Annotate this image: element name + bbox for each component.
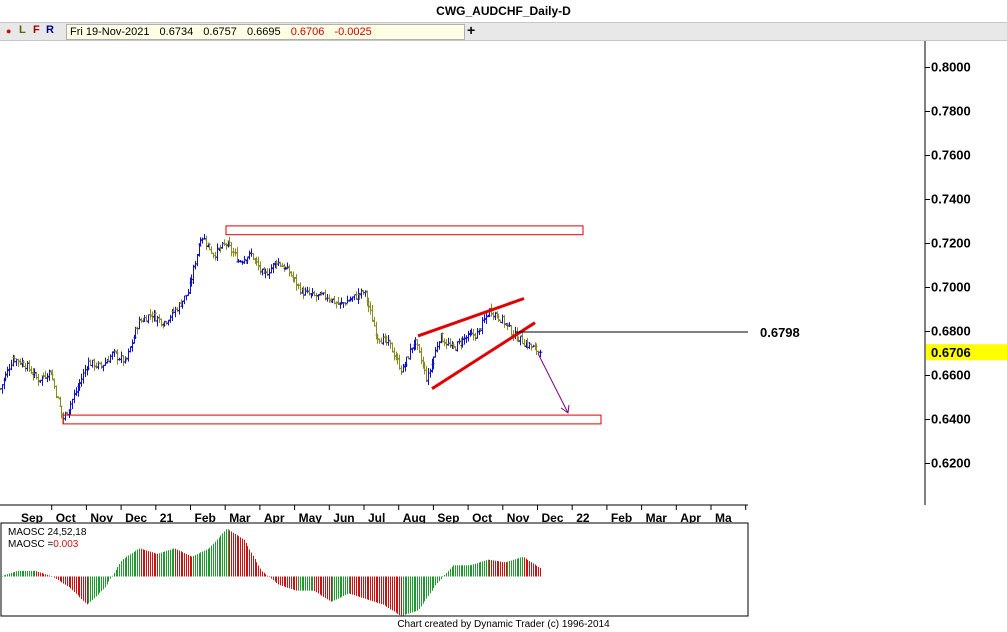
x-tick-label: Mar: [646, 511, 668, 525]
x-tick-label: Sep: [437, 511, 459, 525]
x-tick-label: Jul: [368, 511, 385, 525]
x-tick-label: May: [299, 511, 323, 525]
quote-change: -0.0025: [334, 26, 372, 38]
quote-open: 0.6734: [159, 26, 194, 38]
maosc-value-prefix: MAOSC =: [8, 539, 53, 550]
status-dot-icon: ●: [6, 26, 12, 36]
maosc-frame: [0, 522, 749, 617]
quote-readout: Fri 19-Nov-2021 0.6734 0.6757 0.6695 0.6…: [66, 24, 465, 40]
y-tick-label: 0.6200: [931, 456, 971, 471]
level-label: 0.6798: [760, 325, 800, 340]
add-icon[interactable]: +: [467, 22, 476, 38]
f-button[interactable]: F: [33, 24, 40, 36]
annotations: 0.6798: [62, 225, 800, 425]
x-tick-label: Apr: [680, 511, 701, 525]
price-axis-frame: [0, 41, 926, 506]
x-tick-label: Oct: [472, 511, 492, 525]
projection-arrowhead: [560, 404, 570, 414]
price-bars: [0, 234, 543, 425]
maosc-value-label: MAOSC =0.003: [8, 539, 79, 550]
y-tick-label: 0.7400: [931, 192, 971, 207]
l-button[interactable]: L: [19, 24, 26, 36]
y-tick-label: 0.7800: [931, 104, 971, 119]
x-tick-label: Mar: [229, 511, 251, 525]
x-tick-label: Aug: [403, 511, 426, 525]
x-tick-label: Nov: [90, 511, 113, 525]
toolbar: ● L F R Fri 19-Nov-2021 0.6734 0.6757 0.…: [0, 22, 1007, 41]
support-zone-box: [62, 414, 602, 425]
y-tick-label: 0.7200: [931, 236, 971, 251]
y-axis: 0.8000 0.7800 0.7600 0.7400 0.7200 0.7000 0.68…: [925, 60, 1007, 471]
maosc-title: MAOSC 24,52,18: [8, 527, 87, 538]
quote-low: 0.6695: [246, 26, 281, 38]
x-tick-label: Oct: [56, 511, 76, 525]
x-tick-label: 21: [160, 511, 174, 525]
x-tick-label: Feb: [611, 511, 632, 525]
upper-trendline: [417, 297, 525, 338]
credit-footer: Chart created by Dynamic Trader (c) 1996…: [397, 619, 610, 630]
y-tick-label: 0.7000: [931, 280, 971, 295]
x-tick-label: Jun: [333, 511, 354, 525]
last-price-tag: [926, 344, 1007, 361]
last-price-label: 0.6706: [931, 345, 971, 360]
y-tick-label: 0.7600: [931, 148, 971, 163]
resistance-zone-box: [225, 225, 584, 236]
x-tick-label: Dec: [125, 511, 147, 525]
x-tick-label: Dec: [542, 511, 564, 525]
r-button[interactable]: R: [46, 24, 54, 36]
y-tick-label: 0.6600: [931, 368, 971, 383]
projection-arrow: [537, 353, 569, 414]
maosc-value: 0.003: [53, 539, 78, 550]
y-tick-label: 0.6800: [931, 324, 971, 339]
x-tick-label: Sep: [21, 511, 43, 525]
y-tick-label: 0.6400: [931, 412, 971, 427]
quote-date: Fri 19-Nov-2021: [70, 26, 150, 38]
quote-close: 0.6706: [290, 26, 325, 38]
quote-high: 0.6757: [203, 26, 237, 38]
x-tick-label: Feb: [195, 511, 216, 525]
lower-trendline: [431, 321, 536, 390]
x-axis: Sep Oct Nov Dec 21 Feb Mar Apr May Jun Jul Aug Sep Oc…: [21, 505, 747, 525]
x-tick-label: Apr: [264, 511, 285, 525]
x-tick-label: Nov: [507, 511, 530, 525]
x-tick-label: Ma: [715, 511, 732, 525]
chart-title: CWG_AUDCHF_Daily-D: [0, 0, 1007, 23]
y-tick-label: 0.8000: [931, 60, 971, 75]
x-tick-label: 22: [576, 511, 590, 525]
